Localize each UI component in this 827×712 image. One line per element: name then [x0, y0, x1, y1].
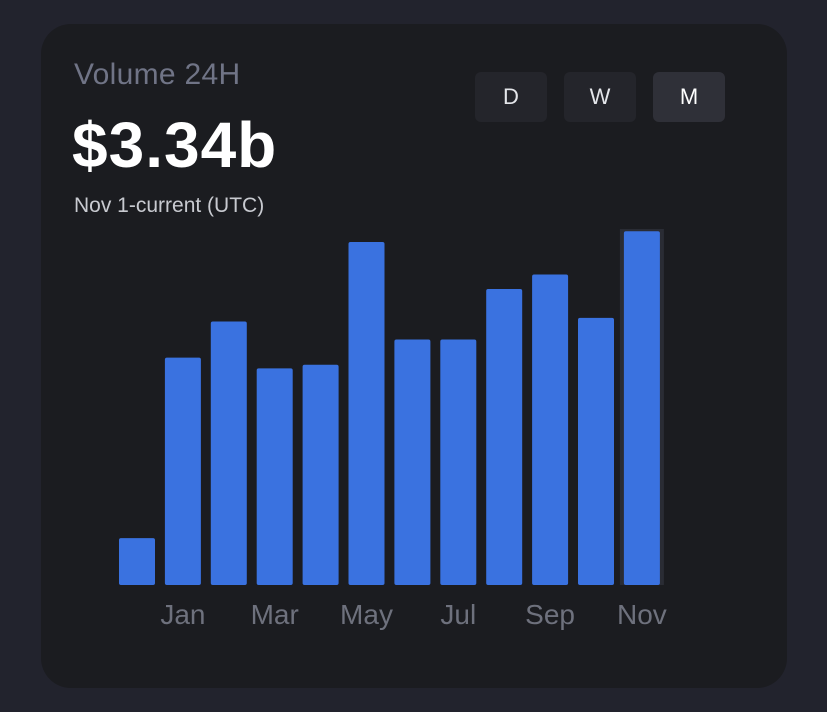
- x-tick-may: May: [340, 599, 393, 630]
- bar-jan[interactable]: [164, 357, 201, 585]
- x-axis-ticks: Jan Mar May Jul Sep Nov: [160, 599, 666, 630]
- bar-jul[interactable]: [440, 339, 477, 585]
- bar-oct[interactable]: [578, 317, 614, 585]
- bar-apr[interactable]: [302, 364, 339, 585]
- bar-feb[interactable]: [210, 321, 247, 585]
- bar-nov[interactable]: [623, 231, 660, 585]
- period-button-month[interactable]: M: [653, 72, 725, 122]
- x-tick-nov: Nov: [617, 599, 667, 630]
- card-title: Volume 24H: [74, 58, 241, 91]
- period-button-day[interactable]: D: [475, 72, 547, 122]
- x-tick-jul: Jul: [440, 599, 476, 630]
- bar-sep[interactable]: [532, 274, 569, 585]
- bar-aug[interactable]: [486, 288, 523, 585]
- volume-card: Volume 24H $3.34b Nov 1-current (UTC) D …: [41, 24, 787, 688]
- period-button-week[interactable]: W: [564, 72, 636, 122]
- period-toggle: D W M: [475, 72, 725, 122]
- x-tick-jan: Jan: [160, 599, 205, 630]
- bar-mar[interactable]: [256, 368, 293, 585]
- date-range: Nov 1-current (UTC): [74, 194, 265, 217]
- x-tick-sep: Sep: [525, 599, 575, 630]
- bar-group: [119, 229, 664, 586]
- volume-bar-chart: Jan Mar May Jul Sep Nov: [119, 229, 667, 630]
- volume-value: $3.34b: [72, 109, 278, 181]
- x-tick-mar: Mar: [251, 599, 299, 630]
- bar-may[interactable]: [348, 242, 385, 586]
- bar-jun[interactable]: [394, 339, 431, 585]
- bar-dec[interactable]: [119, 538, 155, 585]
